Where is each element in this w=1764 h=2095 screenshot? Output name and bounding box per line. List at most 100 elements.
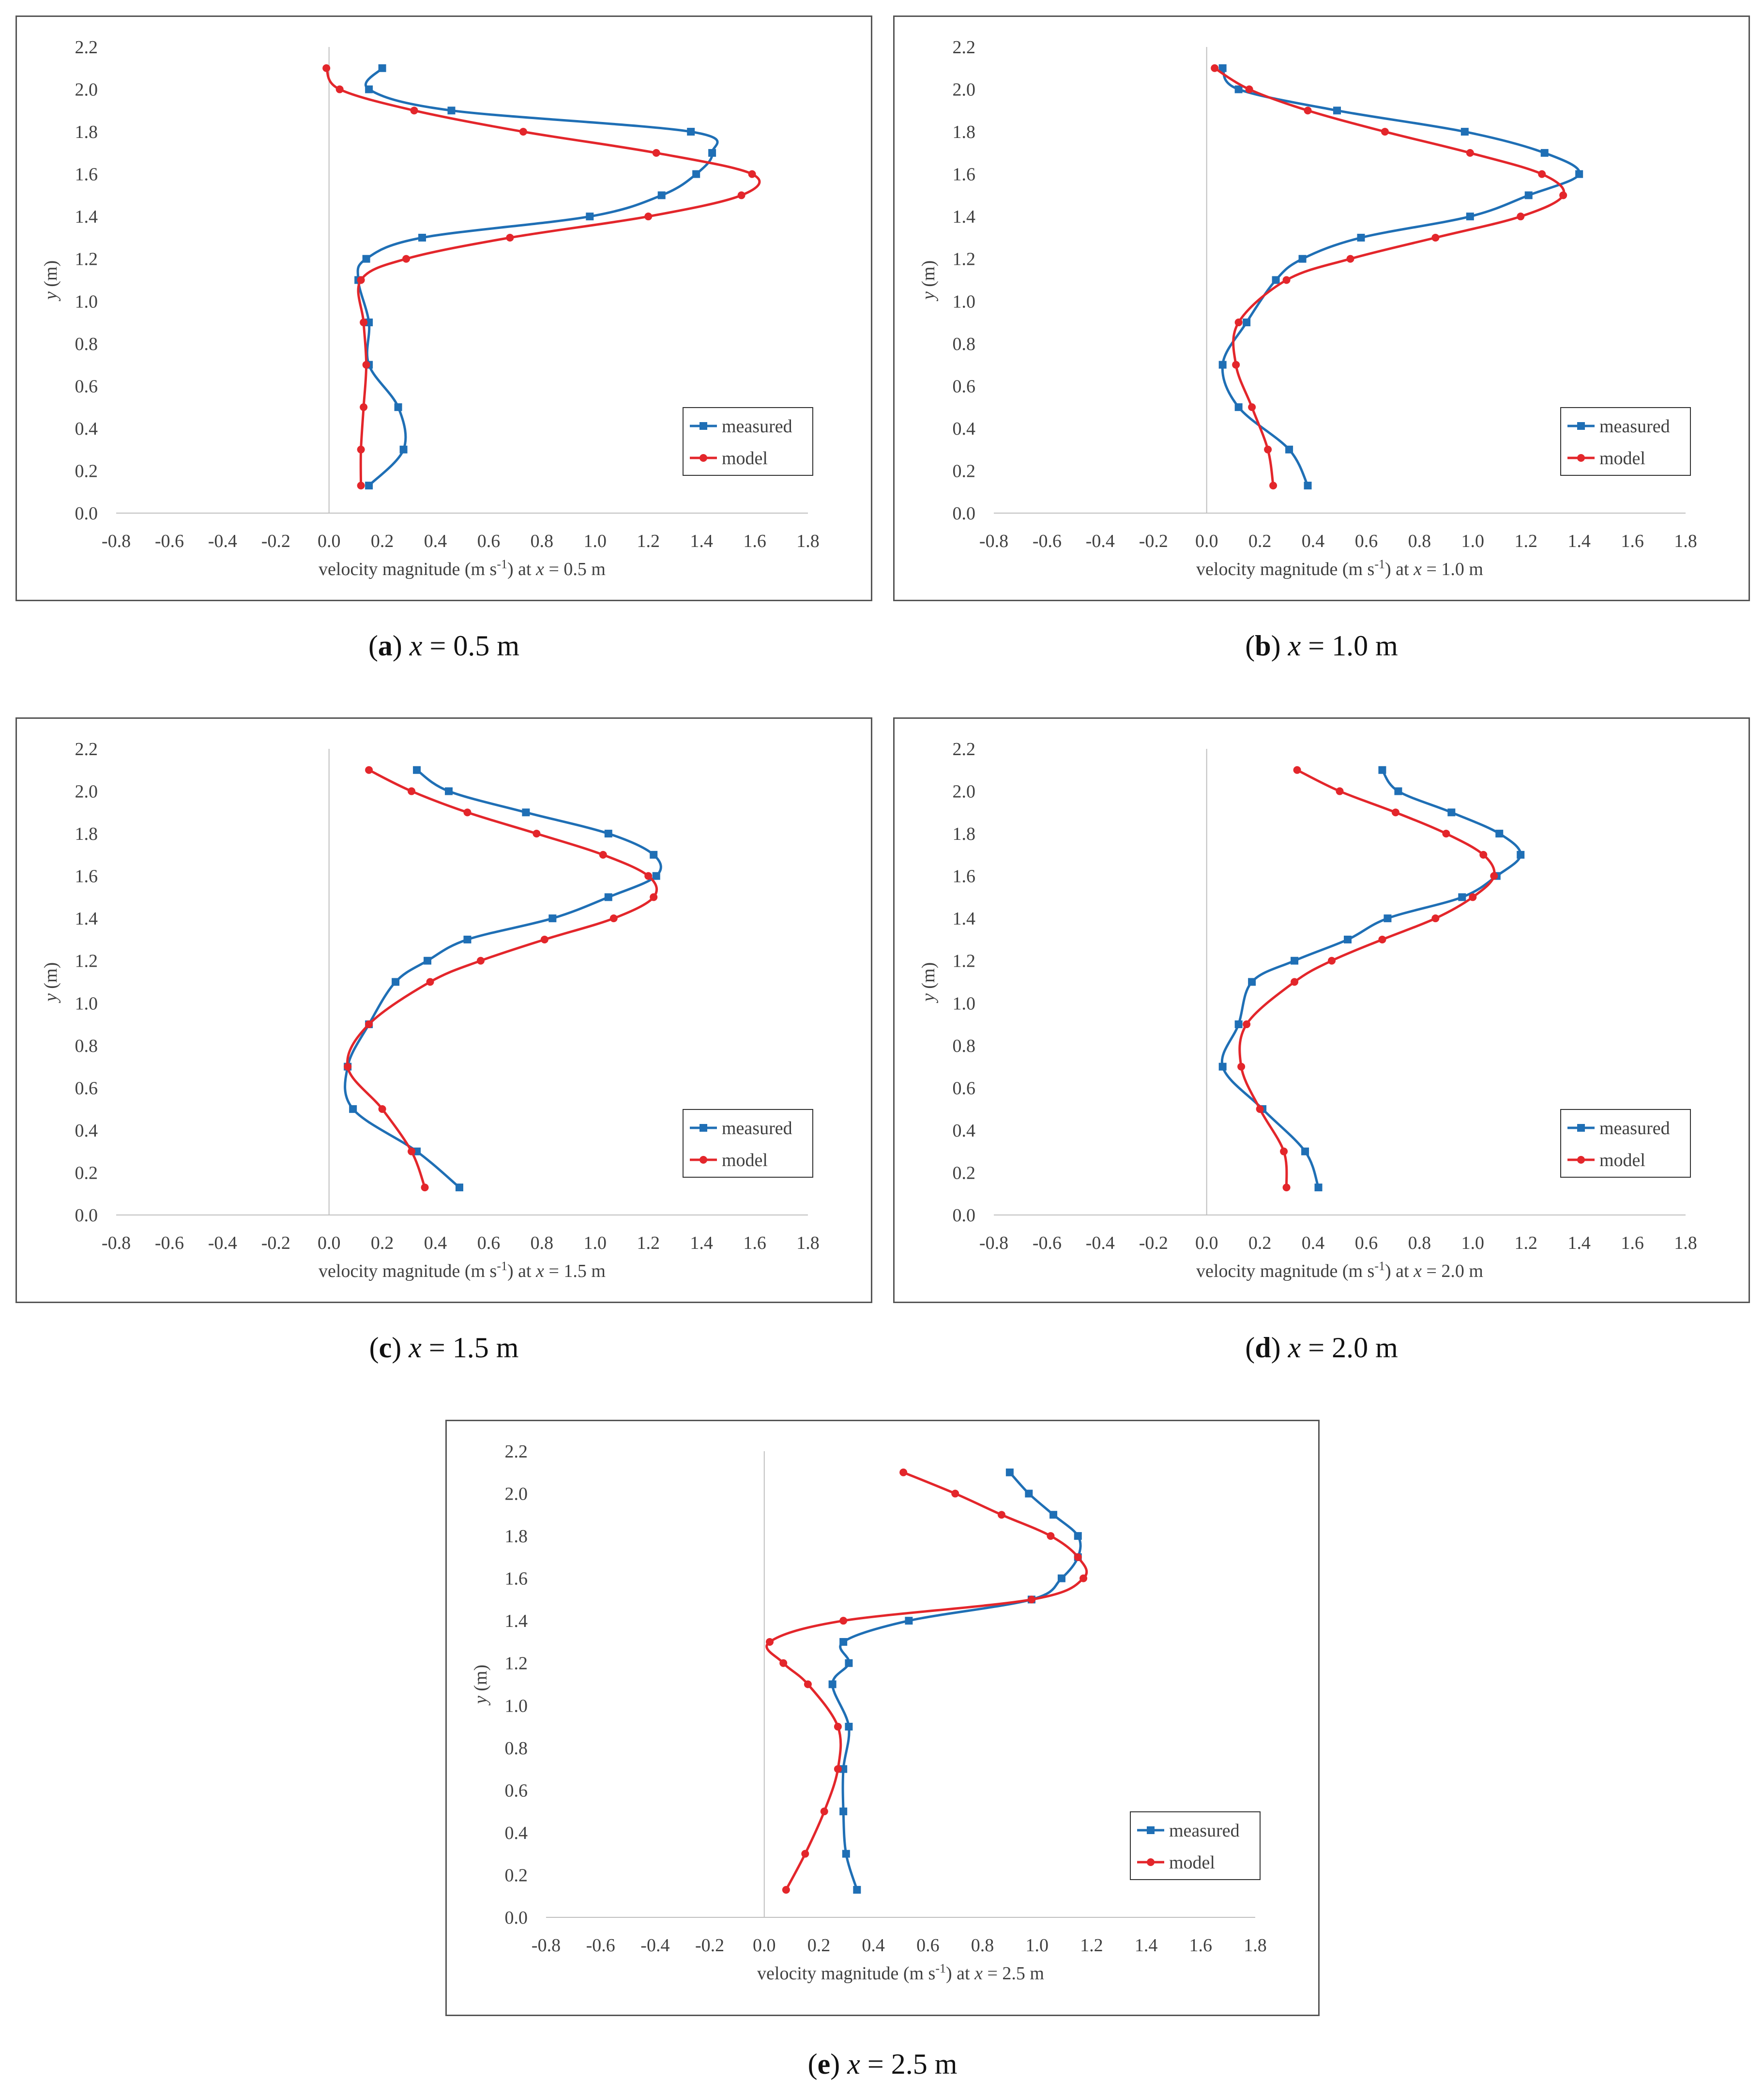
chart-panel-a: 0.0 0.2 0.4 0.6 0.8 1.0 1.2 1.4 1.6 1.8 2.0 2.2 -0.8… [15,15,872,601]
data-point-model [599,850,607,859]
x-tick-label: -0.2 [695,1935,724,1956]
data-point-measured [1243,319,1251,327]
x-tick-label: 0.2 [1248,1233,1272,1253]
data-point-model [1391,808,1399,817]
series-line-model [1214,67,1566,486]
y-tick-label: 0.2 [953,461,976,481]
y-tick-label: 2.2 [505,1442,528,1462]
x-tick-label: 0.2 [371,531,394,551]
y-tick-label: 1.2 [75,951,98,972]
y-tick-label: 1.2 [505,1654,528,1674]
data-point-measured [362,255,370,263]
y-tick-label: 0.6 [953,376,976,396]
data-point-measured [650,850,658,859]
x-tick-label: -0.8 [532,1935,561,1956]
y-axis-label-var: y [918,993,939,1003]
data-point-model [1538,170,1546,178]
data-point-model [357,276,365,284]
data-point-model [782,1886,790,1894]
data-point-measured [445,787,453,795]
x-tick-label: 0.6 [477,531,501,551]
y-tick-label: 0.2 [505,1865,528,1885]
x-tick-label: -0.6 [1033,1233,1062,1253]
x-tick-label: 0.4 [1302,531,1325,551]
data-point-measured [687,128,695,136]
x-tick-label: 1.4 [1567,531,1591,551]
chart-panel-e: 0.0 0.2 0.4 0.6 0.8 1.0 1.2 1.4 1.6 1.8 2.0 2.2 -0.8… [445,1420,1320,2016]
data-point-model [408,787,416,795]
data-point-measured [1049,1511,1058,1519]
data-point-model [839,1617,848,1625]
y-tick-label: 1.6 [75,165,98,185]
legend-marker-model [1577,1156,1585,1164]
y-tick-label: 1.4 [953,909,976,929]
x-tick-label: -0.6 [155,1233,184,1253]
x-axis-label-sup: -1 [497,557,507,571]
x-axis-label-sup: -1 [1374,557,1385,571]
y-axis-label: y (m) [918,962,939,1003]
data-point-measured [1298,255,1307,263]
x-tick-label: 0.6 [477,1233,501,1253]
data-point-model [506,233,514,242]
legend-box [1560,1109,1691,1178]
y-axis-label: y (m) [41,962,61,1003]
legend-marker-model [700,454,707,462]
data-point-measured [604,830,612,838]
x-tick-label: 1.2 [1080,1935,1103,1956]
data-point-model [1248,403,1256,411]
data-point-model [365,766,373,774]
legend-label-model: model [722,448,768,469]
data-point-measured [394,403,402,411]
data-point-model [519,128,527,136]
x-tick-label: 1.4 [690,531,713,551]
data-point-model [997,1511,1005,1519]
series-line-measured [356,67,719,486]
y-tick-label: 1.4 [75,207,98,227]
data-point-model [1080,1574,1088,1582]
data-point-measured [1291,956,1299,965]
data-point-model [362,361,370,369]
data-point-measured [1517,850,1525,859]
data-point-model [1431,914,1440,923]
x-axis-label-text: velocity magnitude (m s [1196,1261,1374,1281]
data-point-measured [604,893,612,901]
data-point-measured [1304,482,1312,490]
x-tick-label: -0.6 [1033,531,1062,551]
y-tick-label: 0.6 [75,1078,98,1098]
y-tick-label: 2.2 [75,37,98,58]
y-tick-label: 1.2 [953,249,976,270]
data-point-measured [1458,893,1466,901]
x-axis-label-text: velocity magnitude (m s [1196,559,1374,579]
data-point-model [834,1765,842,1773]
x-axis-label: velocity magnitude (m s-1) at x = 1.0 m [1196,557,1483,579]
x-tick-label: 0.2 [807,1935,831,1956]
data-point-measured [447,106,456,115]
chart-svg-b: 0.0 0.2 0.4 0.6 0.8 1.0 1.2 1.4 1.6 1.8 2.0 2.2 -0.8… [918,37,1697,579]
data-point-model [1431,233,1440,242]
data-point-model [1027,1595,1035,1604]
legend-marker-measured [700,1124,707,1132]
x-tick-label: 1.8 [1244,1935,1267,1956]
x-tick-label: 1.8 [1674,1233,1697,1253]
series-line-measured [344,769,662,1189]
x-tick-label: 1.6 [1621,1233,1644,1253]
series-line-model [1238,769,1496,1188]
data-point-measured [1025,1489,1033,1498]
data-point-model [644,872,653,880]
data-point-model [1047,1532,1055,1540]
legend-marker-measured [1577,422,1585,430]
x-axis-label-var: x [1413,559,1422,579]
y-tick-label: 2.2 [953,739,976,759]
data-point-model [402,255,411,263]
x-axis-label-text: velocity magnitude (m s [319,1261,497,1281]
legend-marker-model [700,1156,707,1164]
data-point-measured [1333,106,1341,115]
y-axis-label: y (m) [471,1665,491,1706]
x-axis-label-var: x [535,559,544,579]
legend-label-measured: measured [1169,1821,1240,1841]
legend-marker-model [1147,1858,1155,1866]
y-tick-label: 0.4 [75,1121,98,1141]
data-point-model [408,1147,416,1155]
chart-panel-b: 0.0 0.2 0.4 0.6 0.8 1.0 1.2 1.4 1.6 1.8 2.0 2.2 -0.8… [893,15,1750,601]
y-tick-label: 0.0 [953,503,976,524]
